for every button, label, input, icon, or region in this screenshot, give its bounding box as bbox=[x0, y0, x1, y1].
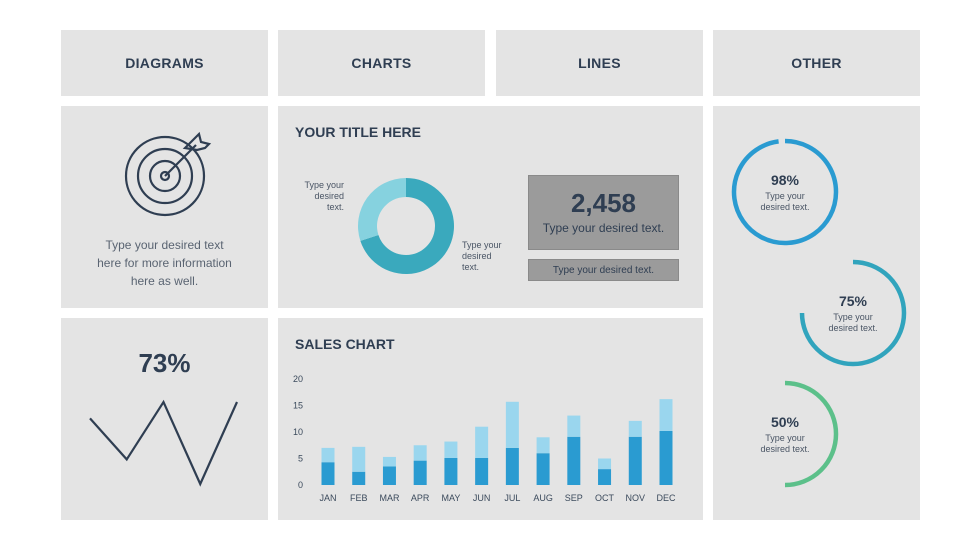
x-tick-label: APR bbox=[411, 493, 430, 503]
bar-apr-s1 bbox=[413, 460, 427, 485]
diagram-panel: Type your desired text here for more inf… bbox=[61, 106, 268, 308]
diagram-text-line-3: here as well. bbox=[130, 274, 199, 288]
other-panel: 98% Type your desired text. 75% Type you… bbox=[713, 106, 920, 520]
x-tick-label: SEP bbox=[565, 493, 583, 503]
bar-nov-s2 bbox=[628, 420, 642, 437]
y-tick-label: 0 bbox=[298, 480, 303, 490]
stat-text: Type your desired text. bbox=[542, 221, 665, 235]
ring-1-arc bbox=[731, 138, 839, 246]
bar-sep-s2 bbox=[567, 415, 581, 437]
line-sparkline bbox=[89, 399, 239, 487]
sales-panel: SALES CHART 0 5 10 15 20 JAN FEB MAR APR MAY JUN JU… bbox=[278, 318, 703, 520]
progress-rings bbox=[731, 138, 907, 488]
target-icon bbox=[124, 131, 212, 217]
y-tick-label: 15 bbox=[293, 401, 303, 411]
bar-dec-s1 bbox=[659, 430, 673, 485]
tab-other[interactable]: OTHER bbox=[713, 30, 920, 96]
donut-label-right-2: desired bbox=[462, 251, 492, 261]
sales-bar-chart: 0 5 10 15 20 JAN FEB MAR APR MAY JUN JUL AUG SEP OCT NO… bbox=[293, 374, 676, 503]
ring-2-text-2: desired text. bbox=[828, 323, 878, 333]
bar-oct-s1 bbox=[598, 469, 612, 485]
bar-mar-s2 bbox=[382, 456, 396, 467]
bar-jan-s1 bbox=[321, 462, 335, 485]
lines-value: 73% bbox=[138, 348, 191, 378]
ring-2-text-1: Type your bbox=[833, 312, 873, 322]
bar-jun-s1 bbox=[475, 457, 489, 485]
x-tick-label: OCT bbox=[595, 493, 615, 503]
x-tick-label: JAN bbox=[319, 493, 336, 503]
donut-chart bbox=[358, 178, 454, 274]
bar-may-s2 bbox=[444, 441, 458, 458]
lines-panel: 73% bbox=[61, 318, 268, 520]
ring-3-text-2: desired text. bbox=[760, 444, 810, 454]
bar-oct-s2 bbox=[598, 458, 612, 470]
tab-other-label: OTHER bbox=[791, 55, 842, 71]
ring-3-label: 50% Type your desired text. bbox=[745, 414, 825, 455]
ring-1-text-1: Type your bbox=[765, 191, 805, 201]
bar-sep-s1 bbox=[567, 436, 581, 485]
donut-label-left-1: Type your bbox=[304, 180, 344, 190]
tab-lines-label: LINES bbox=[578, 55, 621, 71]
y-tick-label: 10 bbox=[293, 427, 303, 437]
bar-jul-s1 bbox=[505, 447, 519, 485]
ring-3-value: 50% bbox=[770, 414, 800, 430]
x-tick-label: MAR bbox=[379, 493, 400, 503]
ring-2-arc bbox=[799, 259, 907, 367]
ring-1-text-2: desired text. bbox=[760, 202, 810, 212]
bar-nov-s1 bbox=[628, 436, 642, 485]
ring-1-value: 98% bbox=[770, 172, 800, 188]
ring-2-label: 75% Type your desired text. bbox=[813, 293, 893, 334]
x-tick-label: JUN bbox=[473, 493, 491, 503]
x-tick-label: MAY bbox=[441, 493, 460, 503]
y-tick-label: 20 bbox=[293, 374, 303, 384]
bar-aug-s1 bbox=[536, 453, 550, 485]
tab-diagrams[interactable]: DIAGRAMS bbox=[61, 30, 268, 96]
x-tick-label: JUL bbox=[504, 493, 520, 503]
ring-3-text-1: Type your bbox=[765, 433, 805, 443]
bar-jun-s2 bbox=[475, 426, 489, 458]
donut-panel: YOUR TITLE HERE Type your desired text. … bbox=[278, 106, 703, 308]
x-tick-label: NOV bbox=[626, 493, 646, 503]
donut-label-right-3: text. bbox=[462, 262, 480, 272]
bar-jul-s2 bbox=[505, 401, 519, 448]
donut-label-left-2: desired bbox=[314, 191, 344, 201]
y-tick-label: 5 bbox=[298, 454, 303, 464]
bar-aug-s2 bbox=[536, 437, 550, 454]
x-tick-label: AUG bbox=[533, 493, 553, 503]
bar-may-s1 bbox=[444, 457, 458, 485]
donut-label-right-1: Type your bbox=[462, 240, 502, 250]
ring-3-arc bbox=[785, 380, 839, 488]
tab-charts-label: CHARTS bbox=[351, 55, 412, 71]
tab-charts[interactable]: CHARTS bbox=[278, 30, 485, 96]
stat-bar: Type your desired text. bbox=[528, 259, 679, 281]
ring-2-value: 75% bbox=[838, 293, 868, 309]
donut-panel-title: YOUR TITLE HERE bbox=[295, 124, 422, 140]
bar-apr-s2 bbox=[413, 445, 427, 461]
bar-mar-s1 bbox=[382, 466, 396, 485]
bar-feb-s1 bbox=[352, 471, 366, 485]
bar-feb-s2 bbox=[352, 446, 366, 472]
diagram-text-line-1: Type your desired text bbox=[105, 238, 224, 252]
bar-jan-s2 bbox=[321, 447, 335, 463]
donut-slice-2 bbox=[358, 178, 406, 241]
tab-diagrams-label: DIAGRAMS bbox=[125, 55, 204, 71]
x-tick-label: FEB bbox=[350, 493, 368, 503]
x-tick-label: DEC bbox=[656, 493, 676, 503]
stat-value: 2,458 bbox=[570, 188, 637, 218]
donut-slice-1 bbox=[360, 178, 454, 274]
stat-box: 2,458 Type your desired text. bbox=[528, 175, 679, 250]
diagram-text-line-2: here for more information bbox=[97, 256, 232, 270]
sales-panel-title: SALES CHART bbox=[295, 336, 395, 352]
bar-dec-s2 bbox=[659, 399, 673, 431]
donut-label-left-3: text. bbox=[326, 202, 344, 212]
sparkline-path bbox=[89, 399, 239, 487]
tab-lines[interactable]: LINES bbox=[496, 30, 703, 96]
ring-1-label: 98% Type your desired text. bbox=[745, 172, 825, 213]
